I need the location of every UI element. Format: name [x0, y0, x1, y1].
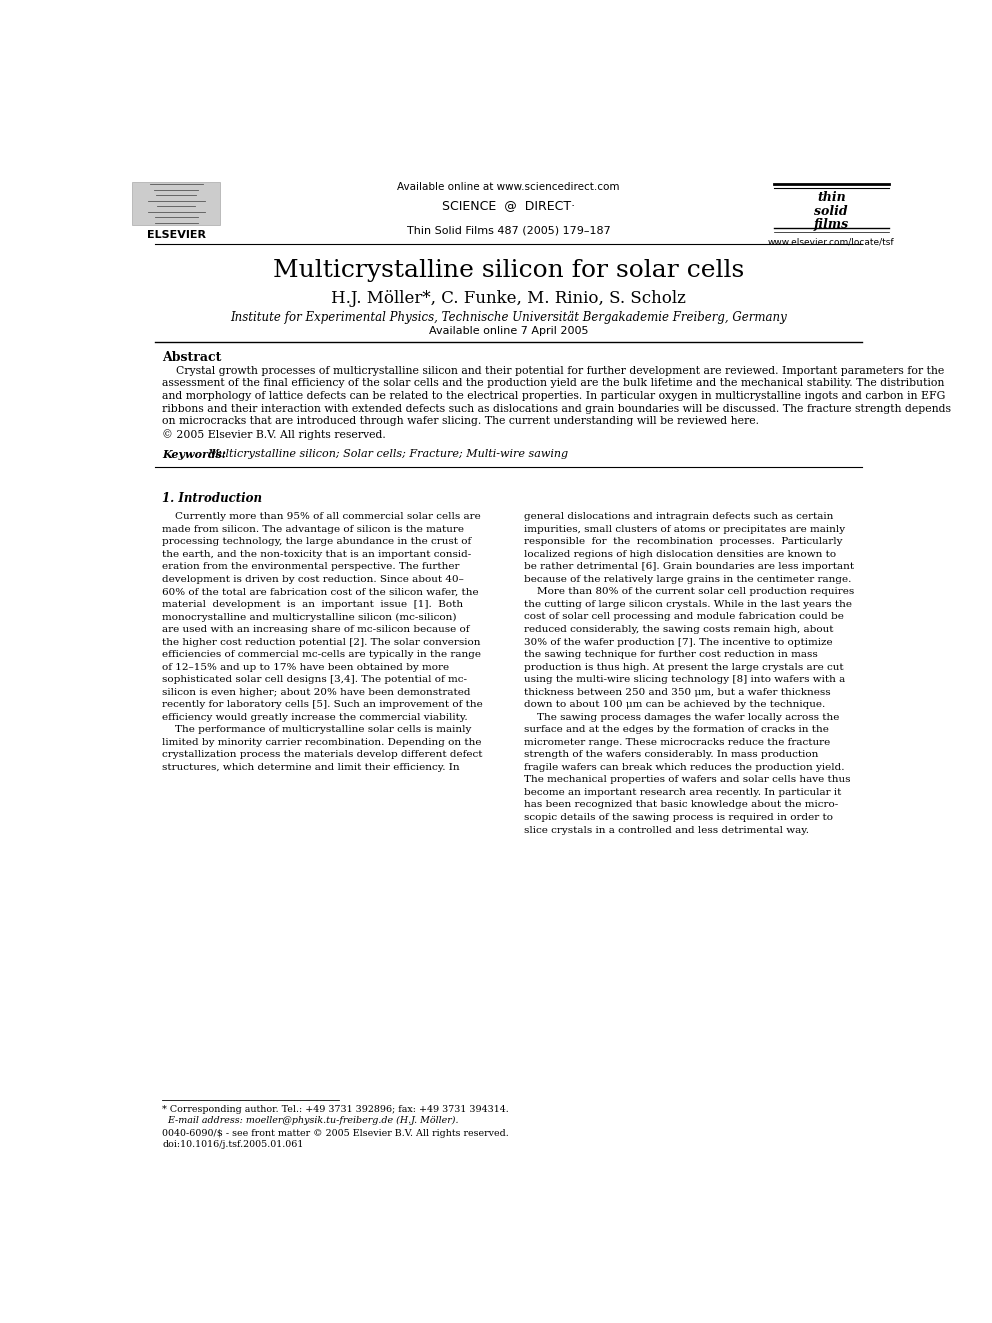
Text: The performance of multicrystalline solar cells is mainly: The performance of multicrystalline sola… [163, 725, 472, 734]
Text: efficiencies of commercial mc-cells are typically in the range: efficiencies of commercial mc-cells are … [163, 650, 481, 659]
Text: recently for laboratory cells [5]. Such an improvement of the: recently for laboratory cells [5]. Such … [163, 700, 483, 709]
Text: localized regions of high dislocation densities are known to: localized regions of high dislocation de… [524, 550, 836, 558]
Text: development is driven by cost reduction. Since about 40–: development is driven by cost reduction.… [163, 576, 464, 583]
Text: Crystal growth processes of multicrystalline silicon and their potential for fur: Crystal growth processes of multicrystal… [163, 365, 944, 376]
Text: and morphology of lattice defects can be related to the electrical properties. I: and morphology of lattice defects can be… [163, 392, 945, 401]
Text: efficiency would greatly increase the commercial viability.: efficiency would greatly increase the co… [163, 713, 468, 722]
Text: Abstract: Abstract [163, 352, 222, 364]
Text: reduced considerably, the sawing costs remain high, about: reduced considerably, the sawing costs r… [524, 624, 833, 634]
Text: 60% of the total are fabrication cost of the silicon wafer, the: 60% of the total are fabrication cost of… [163, 587, 479, 597]
Text: strength of the wafers considerably. In mass production: strength of the wafers considerably. In … [524, 750, 818, 759]
Text: has been recognized that basic knowledge about the micro-: has been recognized that basic knowledge… [524, 800, 838, 810]
Text: production is thus high. At present the large crystals are cut: production is thus high. At present the … [524, 663, 843, 672]
Text: down to about 100 μm can be achieved by the technique.: down to about 100 μm can be achieved by … [524, 700, 825, 709]
Text: fragile wafers can break which reduces the production yield.: fragile wafers can break which reduces t… [524, 763, 844, 771]
Text: the higher cost reduction potential [2]. The solar conversion: the higher cost reduction potential [2].… [163, 638, 481, 647]
Text: sophisticated solar cell designs [3,4]. The potential of mc-: sophisticated solar cell designs [3,4]. … [163, 675, 467, 684]
Text: processing technology, the large abundance in the crust of: processing technology, the large abundan… [163, 537, 471, 546]
Text: The mechanical properties of wafers and solar cells have thus: The mechanical properties of wafers and … [524, 775, 850, 785]
Text: Thin Solid Films 487 (2005) 179–187: Thin Solid Films 487 (2005) 179–187 [407, 226, 610, 235]
Text: the sawing technique for further cost reduction in mass: the sawing technique for further cost re… [524, 650, 817, 659]
Text: material  development  is  an  important  issue  [1].  Both: material development is an important iss… [163, 599, 463, 609]
Text: are used with an increasing share of mc-silicon because of: are used with an increasing share of mc-… [163, 624, 470, 634]
Text: E-mail address: moeller@physik.tu-freiberg.de (H.J. Möller).: E-mail address: moeller@physik.tu-freibe… [163, 1117, 459, 1126]
Text: SCIENCE  @  DIRECT·: SCIENCE @ DIRECT· [441, 200, 575, 213]
Text: The sawing process damages the wafer locally across the: The sawing process damages the wafer loc… [524, 713, 839, 722]
Text: eration from the environmental perspective. The further: eration from the environmental perspecti… [163, 562, 460, 572]
Text: © 2005 Elsevier B.V. All rights reserved.: © 2005 Elsevier B.V. All rights reserved… [163, 429, 386, 441]
Text: More than 80% of the current solar cell production requires: More than 80% of the current solar cell … [524, 587, 854, 597]
Text: H.J. Möller*, C. Funke, M. Rinio, S. Scholz: H.J. Möller*, C. Funke, M. Rinio, S. Sch… [331, 290, 685, 307]
Text: assessment of the final efficiency of the solar cells and the production yield a: assessment of the final efficiency of th… [163, 378, 944, 388]
Text: Currently more than 95% of all commercial solar cells are: Currently more than 95% of all commercia… [163, 512, 481, 521]
Text: monocrystalline and multicrystalline silicon (mc-silicon): monocrystalline and multicrystalline sil… [163, 613, 457, 622]
Text: of 12–15% and up to 17% have been obtained by more: of 12–15% and up to 17% have been obtain… [163, 663, 449, 672]
Text: * Corresponding author. Tel.: +49 3731 392896; fax: +49 3731 394314.: * Corresponding author. Tel.: +49 3731 3… [163, 1105, 509, 1114]
Text: doi:10.1016/j.tsf.2005.01.061: doi:10.1016/j.tsf.2005.01.061 [163, 1140, 304, 1148]
Text: Multicrystalline silicon; Solar cells; Fracture; Multi-wire sawing: Multicrystalline silicon; Solar cells; F… [207, 448, 568, 459]
Text: 30% of the wafer production [7]. The incentive to optimize: 30% of the wafer production [7]. The inc… [524, 638, 832, 647]
Text: ribbons and their interaction with extended defects such as dislocations and gra: ribbons and their interaction with exten… [163, 404, 951, 414]
Text: silicon is even higher; about 20% have been demonstrated: silicon is even higher; about 20% have b… [163, 688, 471, 697]
Text: cost of solar cell processing and module fabrication could be: cost of solar cell processing and module… [524, 613, 843, 622]
Text: surface and at the edges by the formation of cracks in the: surface and at the edges by the formatio… [524, 725, 828, 734]
Text: 1. Introduction: 1. Introduction [163, 492, 263, 505]
Text: ELSEVIER: ELSEVIER [147, 230, 205, 239]
Text: general dislocations and intragrain defects such as certain: general dislocations and intragrain defe… [524, 512, 833, 521]
Text: Available online 7 April 2005: Available online 7 April 2005 [429, 325, 588, 336]
Text: the earth, and the non-toxicity that is an important consid-: the earth, and the non-toxicity that is … [163, 550, 471, 558]
Bar [132, 183, 220, 225]
Text: slice crystals in a controlled and less detrimental way.: slice crystals in a controlled and less … [524, 826, 808, 835]
Text: impurities, small clusters of atoms or precipitates are mainly: impurities, small clusters of atoms or p… [524, 525, 845, 533]
Text: responsible  for  the  recombination  processes.  Particularly: responsible for the recombination proces… [524, 537, 842, 546]
Text: the cutting of large silicon crystals. While in the last years the: the cutting of large silicon crystals. W… [524, 599, 852, 609]
Text: Available online at www.sciencedirect.com: Available online at www.sciencedirect.co… [397, 183, 620, 192]
Text: crystallization process the materials develop different defect: crystallization process the materials de… [163, 750, 483, 759]
Text: on microcracks that are introduced through wafer slicing. The current understand: on microcracks that are introduced throu… [163, 417, 760, 426]
Text: 0040-6090/$ - see front matter © 2005 Elsevier B.V. All rights reserved.: 0040-6090/$ - see front matter © 2005 El… [163, 1129, 509, 1138]
Text: thickness between 250 and 350 μm, but a wafer thickness: thickness between 250 and 350 μm, but a … [524, 688, 830, 697]
Text: scopic details of the sawing process is required in order to: scopic details of the sawing process is … [524, 812, 832, 822]
Text: become an important research area recently. In particular it: become an important research area recent… [524, 789, 841, 796]
Text: be rather detrimental [6]. Grain boundaries are less important: be rather detrimental [6]. Grain boundar… [524, 562, 854, 572]
Text: Keywords:: Keywords: [163, 448, 226, 460]
Text: Institute for Experimental Physics, Technische Universität Bergakademie Freiberg: Institute for Experimental Physics, Tech… [230, 311, 787, 324]
Text: www.elsevier.com/locate/tsf: www.elsevier.com/locate/tsf [768, 237, 895, 246]
Text: structures, which determine and limit their efficiency. In: structures, which determine and limit th… [163, 763, 460, 771]
Text: solid: solid [814, 205, 848, 217]
Text: thin: thin [817, 192, 845, 204]
Text: because of the relatively large grains in the centimeter range.: because of the relatively large grains i… [524, 576, 851, 583]
Text: films: films [813, 218, 849, 230]
Text: limited by minority carrier recombination. Depending on the: limited by minority carrier recombinatio… [163, 738, 482, 746]
Text: micrometer range. These microcracks reduce the fracture: micrometer range. These microcracks redu… [524, 738, 830, 746]
Text: Multicrystalline silicon for solar cells: Multicrystalline silicon for solar cells [273, 258, 744, 282]
Text: using the multi-wire slicing technology [8] into wafers with a: using the multi-wire slicing technology … [524, 675, 845, 684]
Text: made from silicon. The advantage of silicon is the mature: made from silicon. The advantage of sili… [163, 525, 464, 533]
